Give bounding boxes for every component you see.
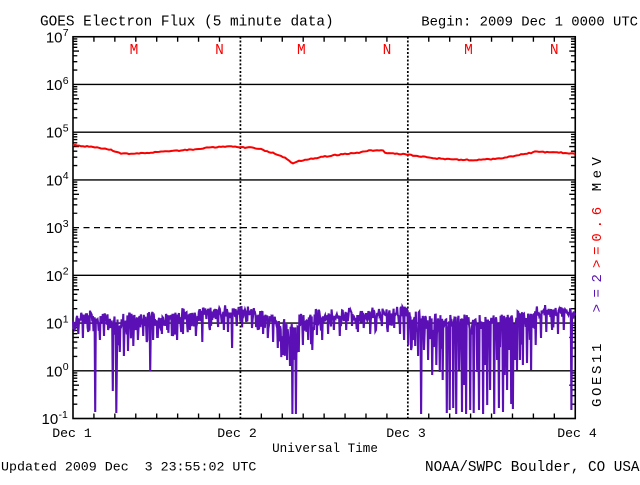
svg-text:Dec 3: Dec 3	[386, 426, 426, 441]
svg-text:4: 4	[63, 170, 69, 182]
svg-text:-1: -1	[59, 409, 68, 421]
svg-text:GOES Electron Flux (5 minute d: GOES Electron Flux (5 minute data)	[40, 15, 334, 31]
svg-text:Begin: 2009 Dec 1 0000 UTC: Begin: 2009 Dec 1 0000 UTC	[421, 15, 638, 31]
svg-text:Updated 2009 Dec 3 23:55:02 U: Updated 2009 Dec 3 23:55:02 UTC	[1, 460, 256, 475]
svg-text:2: 2	[63, 266, 69, 278]
svg-text:M: M	[297, 43, 306, 59]
svg-text:GOES11: GOES11	[590, 341, 606, 407]
svg-text:NOAA/SWPC Boulder, CO USA: NOAA/SWPC Boulder, CO USA	[425, 460, 640, 476]
svg-text:5: 5	[63, 122, 69, 134]
svg-text:3: 3	[63, 218, 69, 230]
svg-text:M: M	[130, 43, 139, 59]
svg-text:7: 7	[63, 27, 69, 39]
svg-text:6: 6	[63, 75, 69, 87]
svg-text:10: 10	[42, 411, 59, 428]
svg-text:Dec 4: Dec 4	[557, 426, 597, 441]
svg-text:Dec 2: Dec 2	[217, 426, 257, 441]
svg-text:M: M	[464, 43, 473, 59]
svg-text:10: 10	[46, 363, 63, 380]
svg-text:10: 10	[46, 77, 63, 94]
svg-text:Universal Time: Universal Time	[272, 442, 378, 456]
svg-text:10: 10	[46, 316, 63, 333]
svg-text:10: 10	[46, 29, 63, 46]
svg-text:1: 1	[63, 313, 69, 325]
svg-text:MeV: MeV	[590, 153, 606, 191]
svg-text:>=2: >=2	[590, 268, 606, 313]
svg-text:10: 10	[46, 172, 63, 189]
svg-text:Dec 1: Dec 1	[52, 426, 92, 441]
svg-text:N: N	[550, 43, 559, 59]
svg-text:10: 10	[46, 125, 63, 142]
svg-text:N: N	[215, 43, 224, 59]
svg-text:10: 10	[46, 220, 63, 237]
svg-text:N: N	[383, 43, 392, 59]
svg-text:>=0.6: >=0.6	[590, 202, 606, 268]
svg-text:0: 0	[63, 361, 69, 373]
svg-text:10: 10	[46, 268, 63, 285]
